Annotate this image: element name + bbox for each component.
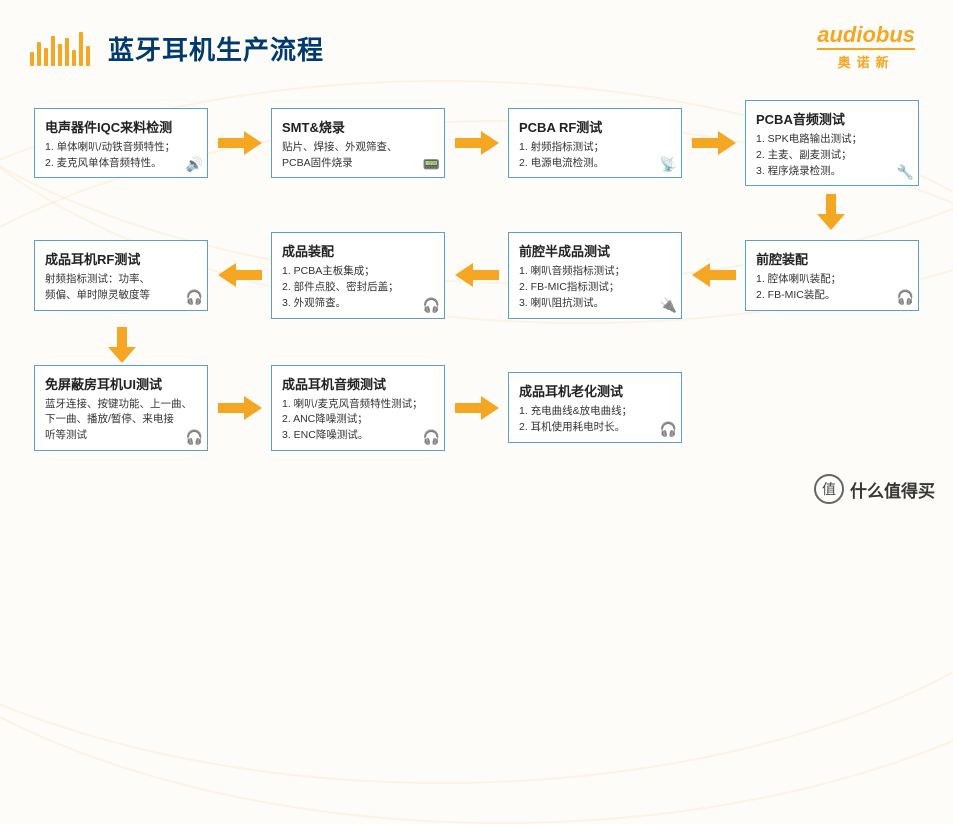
arrow-left-icon bbox=[208, 263, 271, 287]
process-item: 3. ENC降噪测试。 bbox=[282, 428, 434, 444]
process-item: 1. 喇叭/麦克风音频特性测试； bbox=[282, 397, 434, 413]
process-item: 下一曲、播放/暂停、来电接 bbox=[45, 412, 197, 428]
process-title: PCBA音频测试 bbox=[756, 109, 908, 128]
v-arrow-wrap bbox=[34, 194, 919, 230]
process-icon: 🎧 bbox=[423, 297, 440, 314]
process-box: 免屏蔽房耳机UI测试 蓝牙连接、按键功能、上一曲、下一曲、播放/暂停、来电接听等… bbox=[34, 365, 208, 451]
process-icon: 📡 bbox=[660, 156, 677, 173]
arrow-right-icon bbox=[208, 131, 271, 155]
brand-logo: audiobus 奥诺新 bbox=[817, 22, 915, 71]
process-item: 蓝牙连接、按键功能、上一曲、 bbox=[45, 397, 197, 413]
arrow-right-icon bbox=[445, 396, 508, 420]
process-box: 成品装配 1. PCBA主板集成；2. 部件点胶、密封后盖；3. 外观筛查。 🎧 bbox=[271, 232, 445, 318]
process-item: 1. 单体喇叭/动铁音频特性； bbox=[45, 140, 197, 156]
logo-bottom: 奥诺新 bbox=[817, 48, 915, 71]
process-items: 1. 喇叭/麦克风音频特性测试；2. ANC降噪测试；3. ENC降噪测试。 bbox=[282, 397, 434, 444]
process-box: 成品耳机RF测试 射频指标测试：功率、频偏、单时隙灵敏度等 🎧 bbox=[34, 240, 208, 311]
logo-top: audiobus bbox=[817, 22, 915, 48]
process-items: 1. 喇叭音频指标测试；2. FB-MIC指标测试；3. 喇叭阻抗测试。 bbox=[519, 264, 671, 311]
process-item: 2. FB-MIC装配。 bbox=[756, 288, 908, 304]
process-item: 1. 充电曲线&放电曲线； bbox=[519, 404, 671, 420]
arrow-right-icon bbox=[208, 396, 271, 420]
process-title: 免屏蔽房耳机UI测试 bbox=[45, 374, 197, 393]
v-arrow-wrap bbox=[34, 327, 919, 363]
arrow-down-icon bbox=[817, 194, 845, 230]
process-box: 成品耳机音频测试 1. 喇叭/麦克风音频特性测试；2. ANC降噪测试；3. E… bbox=[271, 365, 445, 451]
process-items: 1. 射频指标测试；2. 电源电流检测。 bbox=[519, 140, 671, 172]
process-title: 成品耳机老化测试 bbox=[519, 381, 671, 400]
process-item: 1. PCBA主板集成； bbox=[282, 264, 434, 280]
process-items: 蓝牙连接、按键功能、上一曲、下一曲、播放/暂停、来电接听等测试 bbox=[45, 397, 197, 444]
process-box: 前腔装配 1. 腔体喇叭装配；2. FB-MIC装配。 🎧 bbox=[745, 240, 919, 311]
process-box: 成品耳机老化测试 1. 充电曲线&放电曲线；2. 耳机使用耗电时长。 🎧 bbox=[508, 372, 682, 443]
process-box: PCBA RF测试 1. 射频指标测试；2. 电源电流检测。 📡 bbox=[508, 108, 682, 179]
process-title: 成品耳机音频测试 bbox=[282, 374, 434, 393]
arrow-right-icon bbox=[445, 131, 508, 155]
page-title: 蓝牙耳机生产流程 bbox=[108, 30, 324, 67]
process-title: PCBA RF测试 bbox=[519, 117, 671, 136]
process-icon: 🎧 bbox=[186, 429, 203, 446]
process-items: 射频指标测试：功率、频偏、单时隙灵敏度等 bbox=[45, 272, 197, 304]
process-icon: 🔧 bbox=[897, 164, 914, 181]
process-item: 2. 麦克风单体音频特性。 bbox=[45, 156, 197, 172]
process-item: 1. 喇叭音频指标测试； bbox=[519, 264, 671, 280]
process-items: 贴片、焊接、外观筛查、PCBA固件烧录 bbox=[282, 140, 434, 172]
process-icon: 📟 bbox=[423, 156, 440, 173]
process-item: 1. 腔体喇叭装配； bbox=[756, 272, 908, 288]
process-icon: 🎧 bbox=[897, 289, 914, 306]
arrow-left-icon bbox=[682, 263, 745, 287]
arrow-right-icon bbox=[682, 131, 745, 155]
process-item: 2. 部件点胶、密封后盖； bbox=[282, 280, 434, 296]
process-items: 1. 充电曲线&放电曲线；2. 耳机使用耗电时长。 bbox=[519, 404, 671, 436]
process-box: 前腔半成品测试 1. 喇叭音频指标测试；2. FB-MIC指标测试；3. 喇叭阻… bbox=[508, 232, 682, 318]
process-box: SMT&烧录 贴片、焊接、外观筛查、PCBA固件烧录 📟 bbox=[271, 108, 445, 179]
process-item: 3. 程序烧录检测。 bbox=[756, 164, 908, 180]
process-title: SMT&烧录 bbox=[282, 117, 434, 136]
arrow-down-icon bbox=[108, 327, 136, 363]
process-item: 3. 喇叭阻抗测试。 bbox=[519, 296, 671, 312]
flowchart: 电声器件IQC来料检测 1. 单体喇叭/动铁音频特性；2. 麦克风单体音频特性。… bbox=[34, 100, 919, 459]
watermark-text: 什么值得买 bbox=[850, 477, 935, 502]
process-item: 2. 耳机使用耗电时长。 bbox=[519, 420, 671, 436]
watermark: 值 什么值得买 bbox=[814, 474, 935, 504]
process-item: 3. 外观筛查。 bbox=[282, 296, 434, 312]
flow-row: 成品耳机RF测试 射频指标测试：功率、频偏、单时隙灵敏度等 🎧 成品装配 1. … bbox=[34, 232, 919, 318]
process-items: 1. SPK电路输出测试；2. 主麦、副麦测试；3. 程序烧录检测。 bbox=[756, 132, 908, 179]
process-icon: 🎧 bbox=[423, 429, 440, 446]
process-item: 2. ANC降噪测试； bbox=[282, 412, 434, 428]
process-icon: 🔊 bbox=[186, 156, 203, 173]
process-item: 1. 射频指标测试； bbox=[519, 140, 671, 156]
process-icon: 🎧 bbox=[186, 289, 203, 306]
process-item: 频偏、单时隙灵敏度等 bbox=[45, 288, 197, 304]
process-items: 1. 腔体喇叭装配；2. FB-MIC装配。 bbox=[756, 272, 908, 304]
arrow-left-icon bbox=[445, 263, 508, 287]
process-title: 成品装配 bbox=[282, 241, 434, 260]
process-item: 听等测试 bbox=[45, 428, 197, 444]
process-item: 2. 主麦、副麦测试； bbox=[756, 148, 908, 164]
watermark-badge-icon: 值 bbox=[814, 474, 844, 504]
process-item: 1. SPK电路输出测试； bbox=[756, 132, 908, 148]
process-item: 贴片、焊接、外观筛查、 bbox=[282, 140, 434, 156]
flow-row: 免屏蔽房耳机UI测试 蓝牙连接、按键功能、上一曲、下一曲、播放/暂停、来电接听等… bbox=[34, 365, 919, 451]
process-items: 1. PCBA主板集成；2. 部件点胶、密封后盖；3. 外观筛查。 bbox=[282, 264, 434, 311]
process-title: 前腔装配 bbox=[756, 249, 908, 268]
bars-icon bbox=[30, 32, 90, 66]
process-item: PCBA固件烧录 bbox=[282, 156, 434, 172]
process-item: 2. 电源电流检测。 bbox=[519, 156, 671, 172]
process-title: 成品耳机RF测试 bbox=[45, 249, 197, 268]
process-item: 射频指标测试：功率、 bbox=[45, 272, 197, 288]
flow-row: 电声器件IQC来料检测 1. 单体喇叭/动铁音频特性；2. 麦克风单体音频特性。… bbox=[34, 100, 919, 186]
process-item: 2. FB-MIC指标测试； bbox=[519, 280, 671, 296]
process-items: 1. 单体喇叭/动铁音频特性；2. 麦克风单体音频特性。 bbox=[45, 140, 197, 172]
process-title: 电声器件IQC来料检测 bbox=[45, 117, 197, 136]
header: 蓝牙耳机生产流程 bbox=[30, 30, 324, 67]
process-box: PCBA音频测试 1. SPK电路输出测试；2. 主麦、副麦测试；3. 程序烧录… bbox=[745, 100, 919, 186]
process-icon: 🎧 bbox=[660, 421, 677, 438]
process-box: 电声器件IQC来料检测 1. 单体喇叭/动铁音频特性；2. 麦克风单体音频特性。… bbox=[34, 108, 208, 179]
process-title: 前腔半成品测试 bbox=[519, 241, 671, 260]
process-icon: 🔌 bbox=[660, 297, 677, 314]
